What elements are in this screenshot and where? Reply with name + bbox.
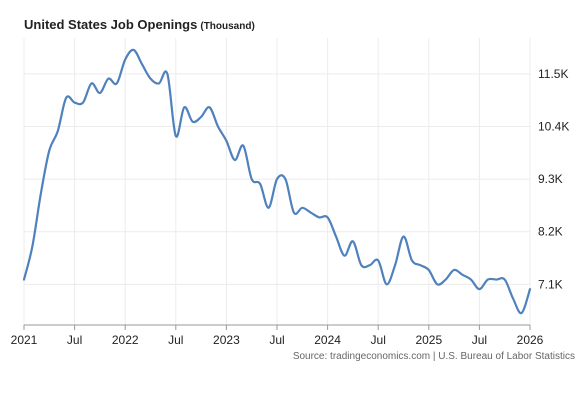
x-tick-label: Jul — [67, 333, 82, 347]
series-group — [22, 48, 532, 315]
x-tick-label: Jul — [269, 333, 284, 347]
y-tick-label: 9.3K — [538, 172, 563, 186]
x-tick-label: Jul — [472, 333, 487, 347]
x-tick-label: Jul — [371, 333, 386, 347]
y-tick-label: 10.4K — [538, 119, 569, 133]
x-tick-label: 2023 — [213, 333, 240, 347]
source-note: Source: tradingeconomics.com | U.S. Bure… — [292, 351, 575, 362]
x-tick-label: 2024 — [314, 333, 341, 347]
x-tick-label: 2025 — [415, 333, 442, 347]
y-tick-labels: 7.1K 8.2K 9.3K 10.4K 11.5K — [538, 67, 569, 291]
series-line — [22, 48, 532, 315]
y-tick-label: 8.2K — [538, 225, 563, 239]
x-axis — [23, 324, 531, 330]
chart-title-row: United States Job Openings (Thousand) — [24, 16, 255, 34]
x-tick-label: Jul — [168, 333, 183, 347]
y-tick-label: 11.5K — [538, 67, 568, 81]
x-tick-label: 2026 — [517, 333, 544, 347]
chart-unit: (Thousand) — [200, 21, 255, 32]
chart-title: United States Job Openings — [24, 17, 198, 32]
x-tick-label: 2022 — [112, 333, 139, 347]
y-tick-label: 7.1K — [538, 277, 563, 291]
x-tick-label: 2021 — [11, 333, 38, 347]
x-tick-labels: 2021 Jul 2022 Jul 2023 Jul 2024 Jul 2025 Jul 2026 — [11, 333, 544, 347]
